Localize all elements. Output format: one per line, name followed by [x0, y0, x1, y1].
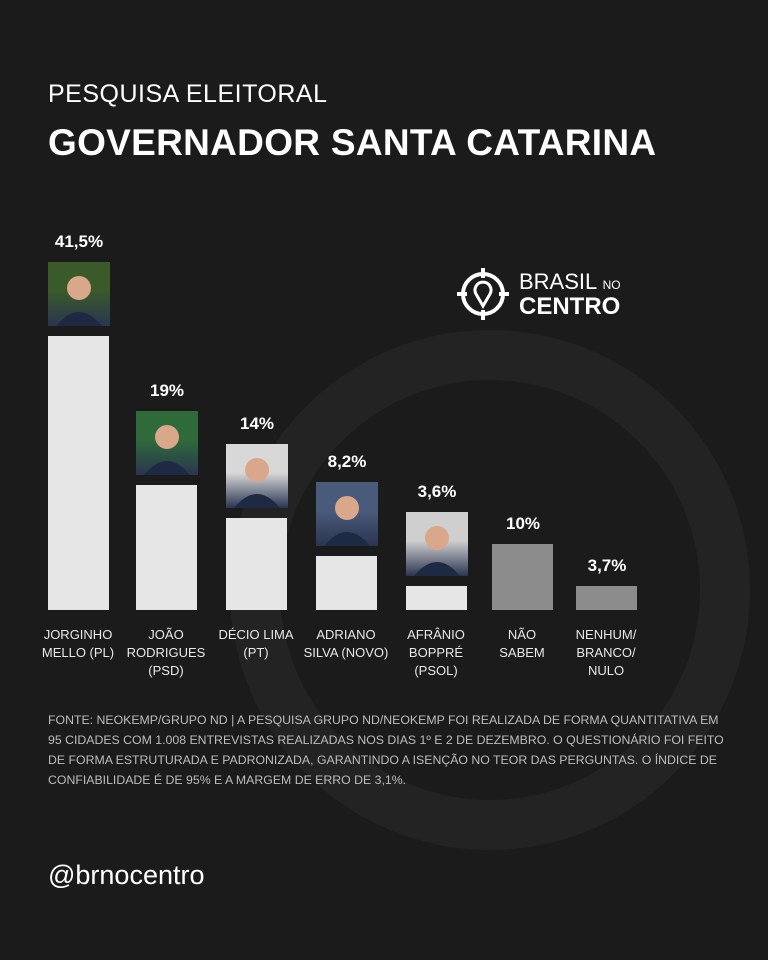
source-note: FONTE: NEOKEMP/GRUPO ND | A PESQUISA GRU…: [48, 713, 724, 787]
bar: [226, 517, 287, 610]
bar: [406, 586, 467, 610]
candidate-photo: [48, 262, 110, 326]
data-label: 14%: [239, 413, 275, 433]
bar: [136, 484, 197, 610]
category-label: JORGINHO MELLO (PL): [41, 627, 115, 660]
brand-logo: BRASIL NO CENTRO: [455, 266, 621, 322]
data-label: 19%: [149, 380, 185, 400]
bar-chart: 41,5% JORGINHO MELLO (PL) 19% JOÃO RODRIGUE…: [41, 232, 637, 678]
category-label: DÉCIO LIMA (PT): [218, 627, 294, 660]
crosshair-pin-icon: [457, 268, 509, 320]
candidate-photo: [226, 443, 288, 508]
category-label: NENHUM/ BRANCO/ NULO: [575, 627, 637, 678]
candidate-photo: [406, 512, 468, 577]
logo-word-centro: CENTRO: [519, 292, 621, 320]
data-label: 8,2%: [327, 451, 367, 471]
logo-word-brasil: BRASIL: [519, 268, 597, 294]
bar: [492, 543, 553, 610]
data-label: 41,5%: [54, 232, 104, 251]
bar: [576, 585, 637, 610]
candidate-photo: [136, 410, 198, 475]
category-label: NÃO SABEM: [499, 627, 545, 660]
bar: [48, 336, 109, 610]
page-subtitle: PESQUISA ELEITORAL: [48, 80, 328, 108]
candidate-photo: [316, 481, 378, 546]
category-label: JOÃO RODRIGUES (PSD): [126, 627, 206, 678]
social-handle: @brnocentro: [48, 860, 205, 890]
bar: [316, 555, 377, 610]
page-title: GOVERNADOR SANTA CATARINA: [48, 122, 657, 163]
data-label: 10%: [505, 513, 541, 533]
data-label: 3,7%: [587, 555, 627, 575]
category-label: AFRÂNIO BOPPRÉ (PSOL): [407, 627, 465, 678]
data-label: 3,6%: [417, 482, 457, 502]
logo-word-no: NO: [602, 277, 621, 292]
category-label: ADRIANO SILVA (NOVO): [303, 627, 389, 660]
